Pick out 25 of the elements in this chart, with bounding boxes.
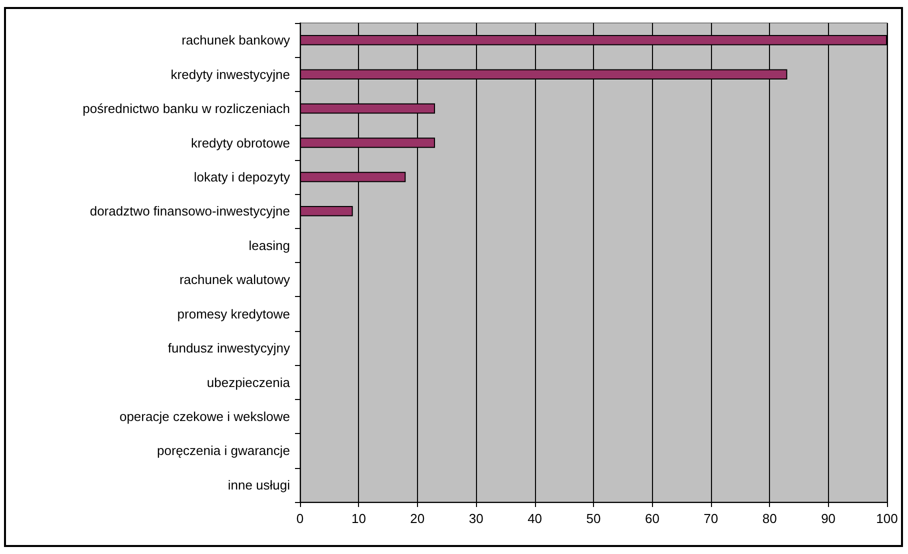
x-tick-label: 70	[704, 511, 718, 526]
x-tick-label: 90	[821, 511, 836, 526]
y-tick-label: doradztwo finansowo-inwestycyjne	[90, 204, 290, 219]
y-tick-label: kredyty inwestycyjne	[170, 66, 290, 82]
y-tick-label: leasing	[248, 238, 290, 253]
y-tick-label: poręczenia i gwarancje	[157, 443, 290, 458]
y-tick-label: fundusz inwestycyjny	[168, 340, 290, 356]
y-tick-label: rachunek bankowy	[182, 32, 290, 48]
x-tick-label: 50	[586, 511, 601, 526]
y-tick-label: operacje czekowe i wekslowe	[119, 408, 290, 424]
y-tick-label: kredyty obrotowe	[191, 135, 290, 150]
x-tick-label: 20	[410, 511, 425, 526]
y-tick-label: pośrednictwo banku w rozliczeniach	[82, 101, 290, 116]
x-tick-label: 30	[468, 511, 484, 526]
y-tick-label: promesy kredytowe	[177, 306, 290, 322]
x-tick-label: 0	[296, 511, 304, 526]
x-tick-label: 10	[351, 511, 366, 526]
y-tick-label: ubezpieczenia	[206, 374, 291, 390]
x-tick-label: 80	[762, 511, 777, 526]
x-tick-label: 60	[644, 511, 660, 526]
y-tick-label: lokaty i depozyty	[194, 169, 290, 184]
x-tick-label: 40	[528, 511, 542, 526]
y-tick-label: rachunek walutowy	[179, 272, 290, 288]
y-tick-label: inne usługi	[228, 477, 290, 492]
x-tick-label: 100	[876, 511, 898, 526]
